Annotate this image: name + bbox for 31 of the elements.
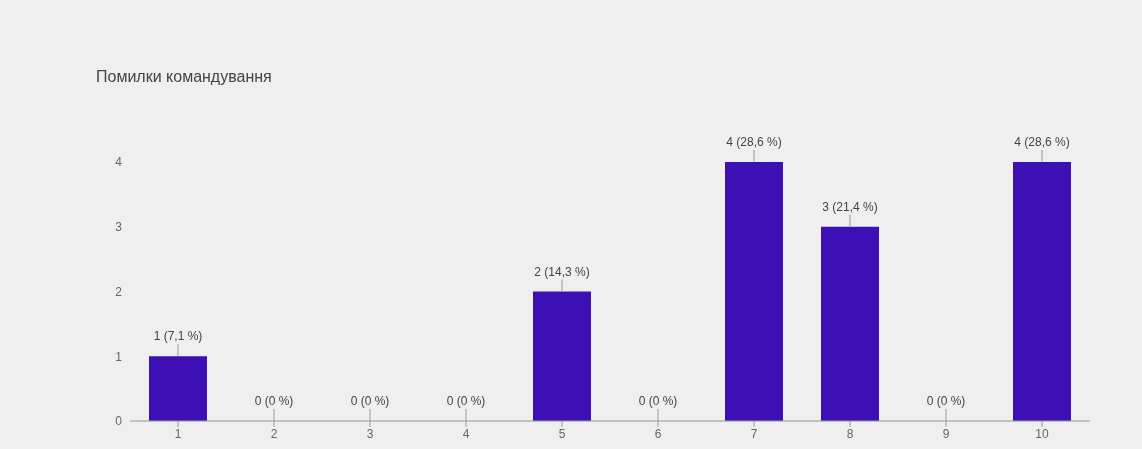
- x-tick-label: 4: [462, 426, 470, 441]
- data-label: 0 (0 %): [254, 394, 294, 408]
- x-tick-label: 10: [1035, 426, 1049, 441]
- data-label: 0 (0 %): [926, 394, 966, 408]
- data-label: 0 (0 %): [638, 394, 678, 408]
- y-tick-label: 4: [115, 155, 123, 170]
- data-label: 4 (28,6 %): [726, 135, 782, 149]
- bar: [725, 162, 783, 421]
- y-tick-label: 0: [115, 414, 123, 429]
- data-label: 2 (14,3 %): [534, 264, 590, 279]
- y-tick-label: 3: [115, 220, 123, 235]
- data-label: 0 (0 %): [350, 394, 390, 408]
- x-tick-label: 5: [558, 426, 566, 441]
- data-label: 1 (7,1 %): [153, 329, 203, 344]
- chart-title: Помилки командування: [96, 68, 272, 86]
- data-label: 4 (28,6 %): [1014, 135, 1070, 149]
- y-tick-label: 2: [115, 284, 123, 299]
- bar: [149, 356, 207, 421]
- x-tick-label: 7: [750, 426, 758, 441]
- data-label: 0 (0 %): [446, 394, 486, 408]
- x-tick-label: 2: [270, 426, 278, 441]
- bar: [533, 291, 591, 421]
- y-tick-label: 1: [115, 349, 123, 364]
- x-tick-label: 8: [846, 426, 854, 441]
- x-tick-label: 9: [942, 426, 950, 441]
- x-tick-label: 6: [654, 426, 662, 441]
- bar: [821, 226, 879, 421]
- bar: [1013, 162, 1071, 421]
- x-tick-label: 3: [366, 426, 374, 441]
- data-label: 3 (21,4 %): [822, 199, 878, 214]
- x-tick-label: 1: [174, 426, 182, 441]
